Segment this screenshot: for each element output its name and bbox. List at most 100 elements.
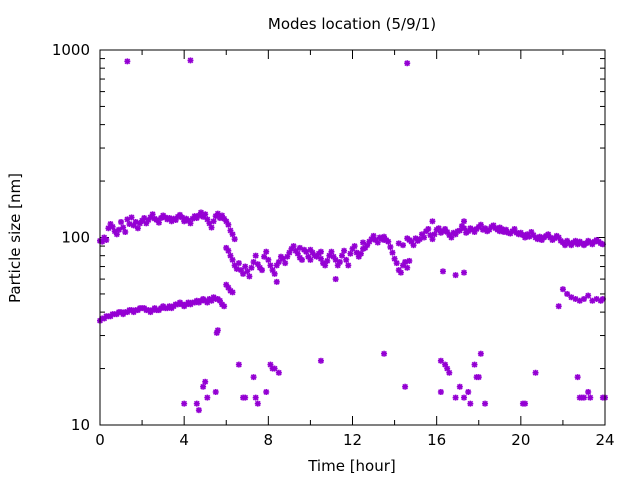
data-point [374, 239, 381, 246]
data-point [585, 292, 592, 299]
data-point [181, 400, 188, 407]
data-point [317, 357, 324, 364]
data-point [496, 224, 503, 231]
data-point [580, 394, 587, 401]
data-point [317, 255, 324, 262]
data-point [213, 329, 220, 336]
data-point [425, 226, 432, 233]
data-point [122, 228, 129, 235]
data-point [402, 383, 409, 390]
data-point [351, 243, 358, 250]
data-point [439, 268, 446, 275]
data-point [155, 219, 162, 226]
data-point [195, 407, 202, 414]
data-point [389, 249, 396, 256]
data-point [263, 388, 270, 395]
data-point [360, 239, 367, 246]
data-point [242, 394, 249, 401]
data-point [172, 216, 179, 223]
data-point [235, 260, 242, 267]
x-tick-label: 0 [95, 431, 105, 449]
data-point [406, 257, 413, 264]
data-point [248, 264, 255, 271]
y-tick-label: 10 [71, 416, 90, 434]
data-point [338, 252, 345, 259]
data-point [187, 220, 194, 227]
data-point [461, 394, 468, 401]
data-point [437, 388, 444, 395]
data-point [235, 361, 242, 368]
data-point [429, 218, 436, 225]
data-point [242, 263, 249, 270]
data-point [307, 246, 314, 253]
data-point [475, 374, 482, 381]
y-axis-title: Particle size [nm] [6, 173, 24, 303]
data-point [332, 276, 339, 283]
data-point [404, 264, 411, 271]
data-point [461, 218, 468, 225]
data-point [290, 243, 297, 250]
data-point [522, 400, 529, 407]
data-point [347, 250, 354, 257]
data-point [467, 400, 474, 407]
data-point [246, 273, 253, 280]
data-point [275, 259, 282, 266]
x-tick-label: 12 [343, 431, 362, 449]
data-point [252, 394, 259, 401]
x-tick-label: 16 [427, 431, 446, 449]
data-point [204, 394, 211, 401]
data-point [482, 400, 489, 407]
data-point [282, 260, 289, 267]
data-point [572, 295, 579, 302]
data-point [322, 262, 329, 269]
axis-ticks: 0 4 8 12 16 20 24 10 100 1000 [52, 41, 615, 449]
data-point [202, 378, 209, 385]
data-point [210, 218, 217, 225]
data-point [456, 383, 463, 390]
data-points [97, 57, 608, 414]
data-point [237, 267, 244, 274]
data-point [431, 231, 438, 238]
data-point [559, 286, 566, 293]
x-tick-label: 20 [511, 431, 530, 449]
data-point [574, 374, 581, 381]
data-point [299, 256, 305, 263]
data-point [341, 247, 348, 254]
data-point [532, 369, 539, 376]
data-point [118, 218, 125, 225]
data-point [452, 272, 459, 279]
data-point [381, 236, 388, 243]
data-point [124, 58, 131, 65]
data-point [200, 383, 207, 390]
data-point [404, 235, 411, 242]
data-point [229, 256, 236, 263]
data-point [429, 236, 436, 243]
data-point [345, 262, 352, 269]
data-point [254, 400, 261, 407]
data-point [477, 221, 484, 228]
data-point [231, 236, 238, 243]
data-point [587, 394, 594, 401]
data-point [221, 303, 228, 310]
data-point [555, 303, 562, 310]
x-tick-label: 4 [179, 431, 189, 449]
data-point [225, 221, 232, 228]
data-point [271, 365, 278, 372]
data-point [446, 369, 453, 376]
data-point [208, 224, 215, 231]
data-point [400, 242, 406, 249]
data-point [134, 225, 141, 232]
data-point [263, 248, 270, 255]
x-tick-label: 8 [264, 431, 274, 449]
data-point [244, 268, 251, 275]
data-point [273, 278, 280, 285]
data-point [387, 243, 394, 250]
x-tick-label: 24 [595, 431, 614, 449]
plot-frame [99, 49, 606, 426]
data-point [381, 350, 388, 357]
data-point [113, 231, 120, 238]
data-point [259, 267, 266, 274]
data-point [103, 236, 110, 243]
y-tick-label: 100 [61, 229, 90, 247]
